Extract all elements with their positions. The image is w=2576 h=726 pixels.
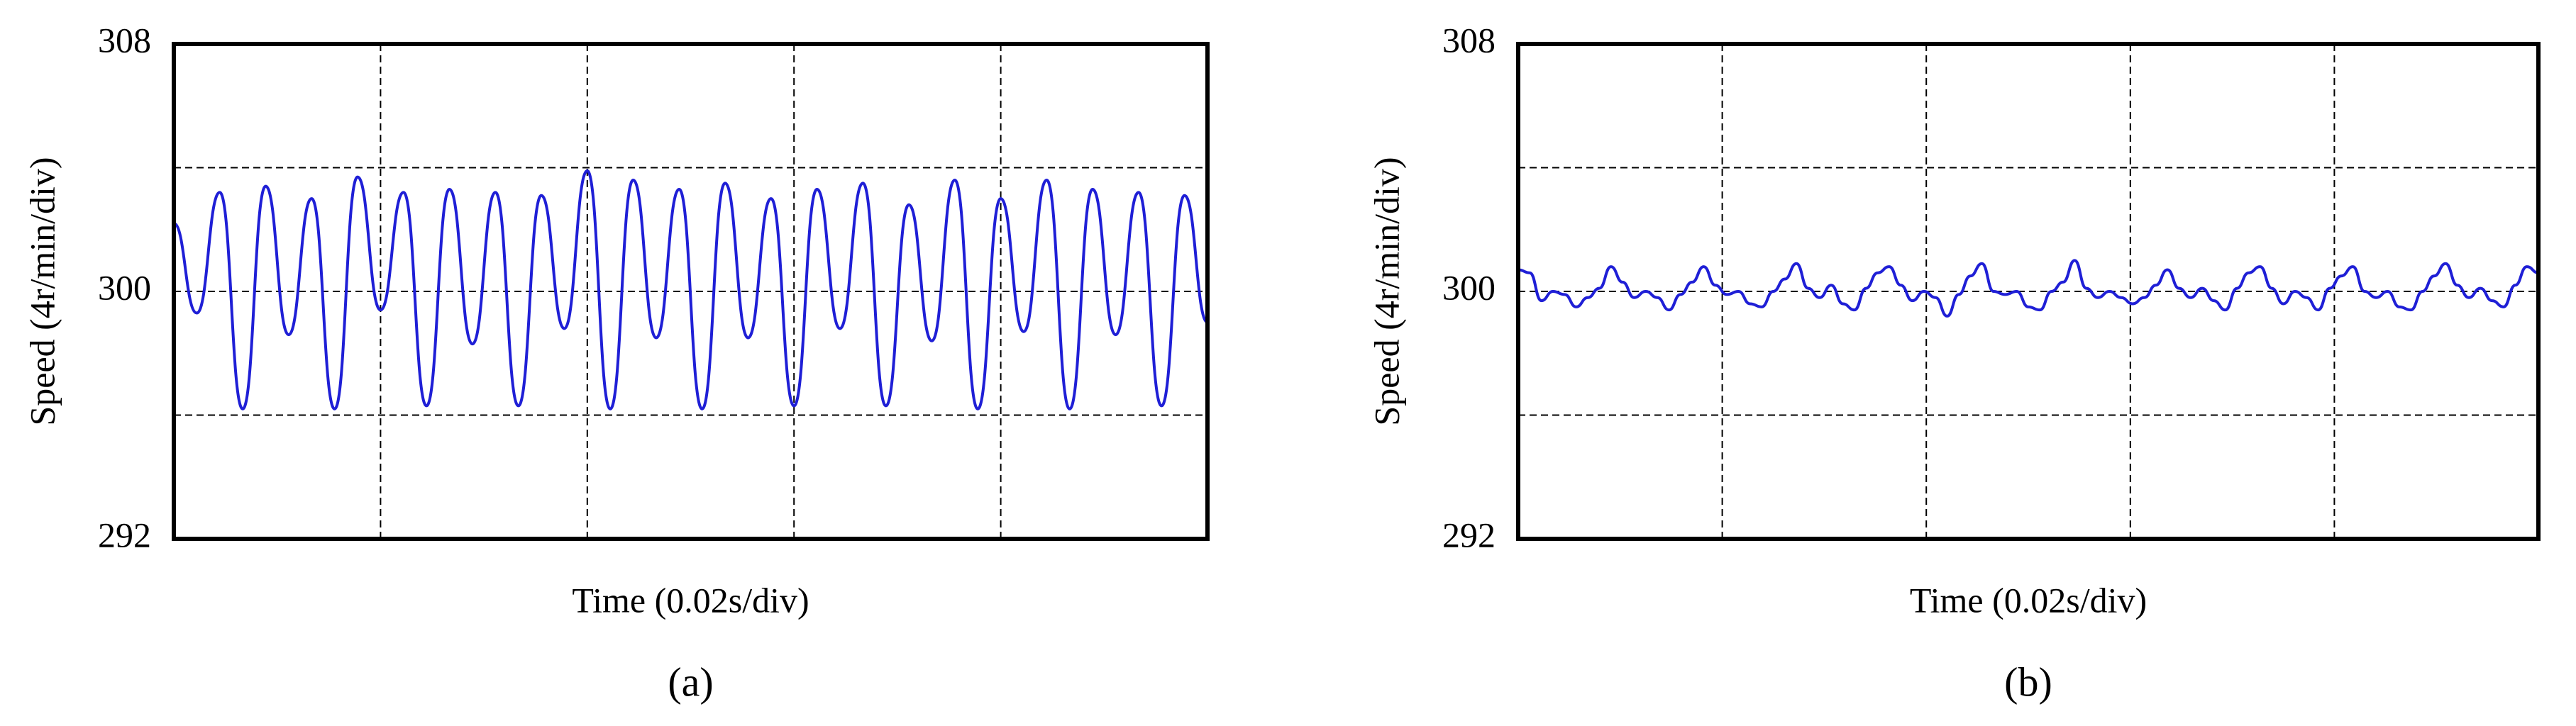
y-axis-title: Speed (4r/min/div) bbox=[1366, 157, 1406, 425]
y-tick-label: 292 bbox=[98, 515, 151, 554]
y-tick-label: 300 bbox=[1442, 267, 1496, 307]
speed-line bbox=[172, 169, 1209, 411]
plot-frame bbox=[1516, 42, 2541, 541]
x-axis-title: Time (0.02s/div) bbox=[572, 580, 809, 620]
y-tick-label: 308 bbox=[98, 20, 151, 60]
x-axis-title: Time (0.02s/div) bbox=[1910, 580, 2147, 620]
y-tick-label: 292 bbox=[1442, 515, 1496, 554]
y-tick-label: 308 bbox=[1442, 20, 1496, 60]
speed-line bbox=[1518, 259, 2539, 318]
caption: (b) bbox=[2004, 659, 2052, 705]
y-tick-label: 300 bbox=[98, 267, 151, 307]
y-axis-title: Speed (4r/min/div) bbox=[22, 157, 62, 425]
plot-frame bbox=[172, 42, 1210, 541]
caption: (a) bbox=[668, 659, 713, 705]
